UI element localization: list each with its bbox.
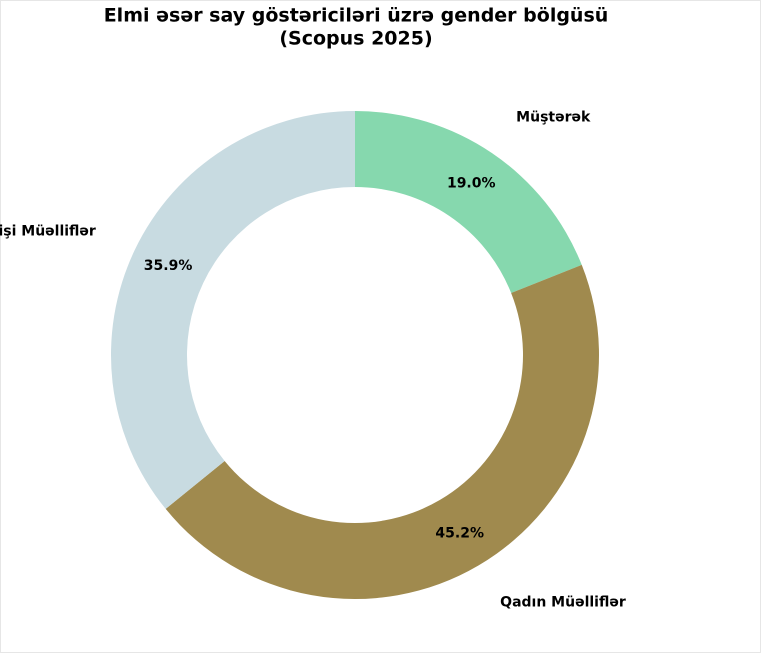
category-label: Kişi Müəlliflər bbox=[0, 224, 96, 240]
donut-slice bbox=[355, 111, 582, 293]
value-label: 19.0% bbox=[447, 176, 496, 192]
chart-title: (Scopus 2025) bbox=[279, 28, 432, 50]
value-label: 35.9% bbox=[144, 258, 193, 274]
category-label: Qadın Müəlliflər bbox=[500, 595, 626, 611]
donut-slice bbox=[111, 111, 355, 509]
chart-title: Elmi əsər say göstəriciləri üzrə gender … bbox=[104, 5, 609, 27]
value-label: 45.2% bbox=[435, 526, 484, 542]
donut-slice bbox=[165, 264, 599, 599]
category-label: Müştərək bbox=[516, 110, 591, 126]
